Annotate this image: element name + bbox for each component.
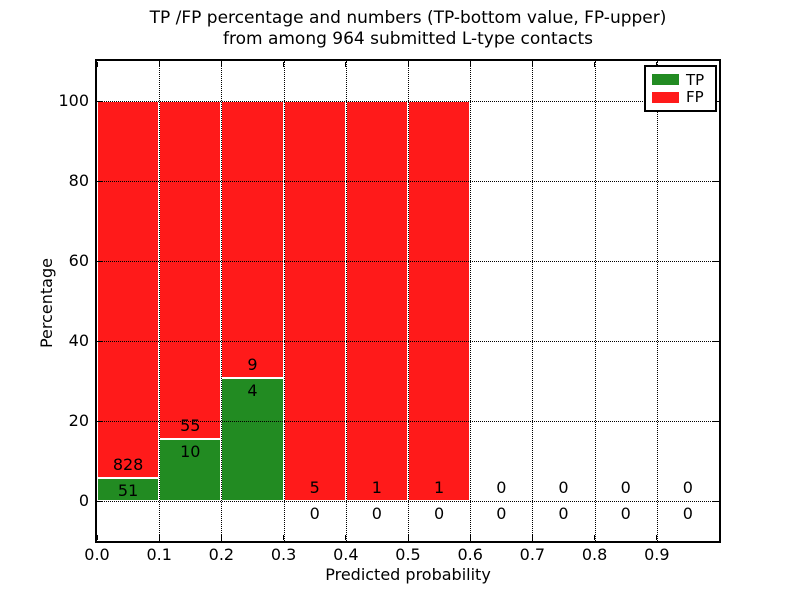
legend-item-tp: TP: [652, 72, 709, 88]
tp-bar-segment: [97, 477, 160, 501]
fp-bar-segment: [97, 101, 160, 478]
vertical-gridline: [408, 61, 409, 541]
tp-count-label: 51: [117, 480, 139, 500]
y-tick-label: 20: [68, 411, 89, 430]
y-tick-label: 40: [68, 331, 89, 350]
fp-legend-label: FP: [686, 88, 704, 107]
chart-title-line2: from among 964 submitted L-type contacts: [222, 29, 593, 49]
x-tick-mark: [531, 535, 533, 540]
tp-count-label: 0: [682, 504, 693, 523]
fp-count-label: 0: [558, 478, 569, 497]
x-tick-mark: [407, 535, 409, 540]
x-tick-label: 0.0: [84, 545, 110, 564]
vertical-gridline: [656, 61, 658, 541]
x-tick-mark-top: [594, 62, 596, 67]
x-tick-mark-top: [469, 62, 471, 67]
y-tick-mark: [98, 260, 103, 262]
tp-count-label: 4: [247, 380, 258, 400]
y-tick-label: 60: [68, 251, 89, 270]
fp-count-label: 0: [682, 478, 693, 497]
x-tick-mark: [158, 535, 160, 540]
x-tick-mark: [283, 535, 285, 540]
tp-bar-segment: [221, 377, 284, 501]
tp-count-label: 0: [309, 504, 320, 523]
fp-count-label: 5: [309, 478, 320, 497]
x-tick-label: 0.5: [395, 545, 421, 564]
x-tick-label: 0.7: [519, 545, 546, 564]
fp-bar-segment: [345, 101, 408, 501]
x-tick-label: 0.8: [581, 545, 608, 564]
fp-count-label: 828: [112, 454, 144, 474]
y-tick-mark-right: [713, 180, 718, 182]
x-axis-label: Predicted probability: [325, 565, 491, 584]
tp-count-label: 10: [180, 442, 201, 462]
fp-count-label: 1: [434, 478, 445, 497]
vertical-gridline: [532, 61, 534, 541]
x-tick-mark-top: [158, 62, 160, 67]
vertical-gridline: [159, 61, 161, 541]
y-tick-label: 0: [78, 491, 89, 510]
fp-count-label: 1: [371, 478, 382, 497]
vertical-gridline: [221, 61, 223, 541]
fp-bar-segment: [159, 101, 222, 440]
fp-count-label: 0: [496, 478, 507, 497]
x-tick-mark-top: [283, 62, 285, 67]
x-tick-label: 0.6: [457, 545, 483, 564]
y-tick-mark: [98, 340, 103, 342]
y-tick-label: 80: [68, 171, 89, 190]
fp-count-label: 9: [247, 354, 258, 374]
x-tick-mark: [96, 535, 98, 540]
x-tick-mark-top: [345, 62, 347, 67]
fp-count-label: 55: [180, 416, 201, 436]
x-tick-mark: [345, 535, 347, 540]
x-tick-mark-top: [407, 62, 409, 67]
tp-count-label: 0: [496, 504, 507, 523]
y-tick-mark-right: [713, 500, 718, 502]
x-tick-mark: [469, 535, 471, 540]
x-tick-mark: [220, 535, 222, 540]
chart-title-line1: TP /FP percentage and numbers (TP-bottom…: [149, 8, 667, 28]
legend-item-fp: FP: [652, 89, 709, 105]
y-tick-mark-right: [713, 420, 718, 422]
vertical-gridline: [594, 61, 596, 541]
tp-count-label: 0: [434, 504, 445, 523]
fp-legend-swatch: [652, 91, 679, 103]
fp-bar-segment: [408, 101, 471, 501]
tp-legend-swatch: [652, 74, 679, 86]
y-tick-mark-right: [713, 260, 718, 262]
vertical-gridline: [470, 61, 472, 541]
tp-count-label: 0: [558, 504, 569, 523]
y-tick-label: 100: [58, 91, 89, 110]
tp-count-label: 0: [371, 504, 382, 523]
x-tick-mark: [656, 535, 658, 540]
x-tick-label: 0.9: [644, 545, 670, 564]
x-tick-mark: [594, 535, 596, 540]
y-tick-mark-right: [713, 340, 718, 342]
fp-bar-segment: [221, 101, 284, 378]
tp-legend-label: TP: [686, 70, 705, 89]
x-tick-label: 0.3: [270, 545, 297, 564]
chart-title: TP /FP percentage and numbers (TP-bottom…: [97, 8, 719, 50]
x-tick-label: 0.1: [146, 545, 172, 564]
tp-count-label: 0: [620, 504, 631, 523]
y-tick-mark: [98, 100, 103, 102]
fp-bar-segment: [283, 101, 346, 501]
vertical-gridline: [345, 61, 347, 541]
y-tick-mark: [98, 180, 103, 182]
x-tick-label: 0.2: [208, 545, 235, 564]
vertical-gridline: [283, 61, 285, 541]
legend: TP FP: [644, 65, 717, 112]
tp-bar-segment: [159, 439, 222, 501]
x-tick-label: 0.4: [333, 545, 359, 564]
x-tick-mark-top: [531, 62, 533, 67]
y-tick-mark: [98, 420, 103, 422]
y-tick-mark: [98, 500, 103, 502]
x-tick-mark-top: [220, 62, 222, 67]
x-tick-mark-top: [96, 62, 98, 67]
x-tick-mark-top: [656, 62, 658, 67]
fp-count-label: 0: [620, 478, 631, 497]
